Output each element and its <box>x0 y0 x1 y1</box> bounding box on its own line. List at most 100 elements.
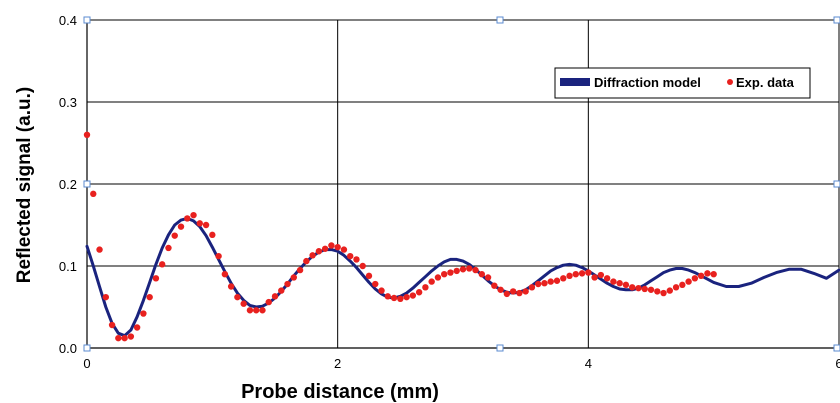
x-tick-label: 0 <box>83 356 90 371</box>
data-point <box>115 334 122 342</box>
data-point <box>478 271 485 278</box>
data-point <box>434 274 442 281</box>
series-points-exp-data <box>83 131 717 342</box>
data-point <box>679 281 686 289</box>
data-point <box>616 280 623 287</box>
data-point <box>284 280 291 288</box>
selection-handle[interactable] <box>83 344 91 352</box>
data-point <box>221 271 229 278</box>
data-point <box>309 252 316 259</box>
data-point <box>140 310 147 317</box>
data-point <box>303 257 310 265</box>
data-point <box>597 271 605 279</box>
data-point <box>215 252 222 260</box>
selection-handle[interactable] <box>833 16 840 24</box>
data-point <box>629 284 636 291</box>
data-point <box>133 324 141 331</box>
data-point <box>685 278 692 285</box>
data-point <box>459 266 467 273</box>
y-tick-label: 0.2 <box>59 177 77 192</box>
selection-handles <box>83 16 840 352</box>
data-point <box>710 271 717 278</box>
data-point <box>96 246 103 253</box>
data-point <box>390 294 398 302</box>
data-point <box>547 278 554 285</box>
legend-box <box>554 67 811 99</box>
data-point <box>647 286 655 293</box>
legend: Diffraction model Exp. data <box>554 67 811 99</box>
data-point <box>503 290 511 298</box>
data-point <box>372 280 379 288</box>
data-point <box>184 215 191 222</box>
data-point <box>691 275 699 282</box>
data-point <box>610 278 617 285</box>
data-point <box>83 131 91 138</box>
legend-label-diffraction-model: Diffraction model <box>594 75 701 90</box>
data-point <box>146 293 153 301</box>
data-point <box>509 288 517 295</box>
legend-swatch-exp-data <box>727 79 733 85</box>
selection-handle[interactable] <box>496 344 504 352</box>
selection-handle[interactable] <box>833 344 840 352</box>
data-point <box>491 282 498 289</box>
data-point <box>121 334 128 342</box>
data-point <box>622 281 630 289</box>
data-point <box>484 274 492 281</box>
data-point <box>159 261 166 268</box>
y-tick-label: 0.1 <box>59 259 77 274</box>
data-point <box>453 267 460 275</box>
data-point <box>253 307 260 314</box>
data-point <box>259 307 266 314</box>
y-tick-label: 0.3 <box>59 95 77 110</box>
data-point <box>365 272 373 280</box>
series-line-diffraction-model <box>85 216 840 338</box>
data-point <box>108 321 116 329</box>
data-point <box>196 220 203 227</box>
data-point <box>359 262 366 270</box>
data-point <box>384 293 391 300</box>
data-point <box>578 270 586 277</box>
selection-handle[interactable] <box>833 180 840 188</box>
data-point <box>334 243 341 251</box>
data-point <box>466 265 473 272</box>
x-tick-label: 2 <box>334 356 341 371</box>
data-point <box>660 289 667 297</box>
legend-swatch-diffraction-model <box>560 78 590 86</box>
data-point <box>635 284 642 292</box>
data-point <box>497 286 504 293</box>
data-point <box>209 231 216 239</box>
x-axis-title: Probe distance (mm) <box>241 381 439 403</box>
data-point <box>535 280 542 288</box>
data-point <box>697 272 705 280</box>
legend-label-exp-data: Exp. data <box>736 75 795 90</box>
data-point <box>447 269 454 276</box>
data-point <box>704 270 711 277</box>
data-point <box>353 256 360 263</box>
data-point <box>522 288 529 295</box>
selection-handle[interactable] <box>496 16 504 24</box>
data-point <box>171 232 178 239</box>
data-point <box>227 283 235 290</box>
data-point <box>409 292 417 299</box>
selection-handle[interactable] <box>83 16 91 24</box>
data-point <box>572 271 579 278</box>
data-point <box>90 190 97 198</box>
data-point <box>202 221 210 229</box>
data-point <box>428 278 435 285</box>
data-point <box>321 245 329 252</box>
tick-labels: 0.0 0.1 0.2 0.3 0.4 0 2 4 6 <box>59 13 840 371</box>
selection-handle[interactable] <box>83 180 91 188</box>
data-point <box>290 274 297 281</box>
data-point <box>378 287 385 294</box>
data-point <box>403 293 410 301</box>
data-point <box>528 284 536 291</box>
data-point <box>340 246 348 253</box>
y-axis-title: Reflected signal (a.u.) <box>14 87 35 283</box>
data-point <box>271 293 279 300</box>
data-point <box>234 293 241 301</box>
data-point <box>315 248 323 255</box>
data-point <box>654 288 661 295</box>
data-point <box>541 280 548 287</box>
data-point <box>553 277 561 284</box>
